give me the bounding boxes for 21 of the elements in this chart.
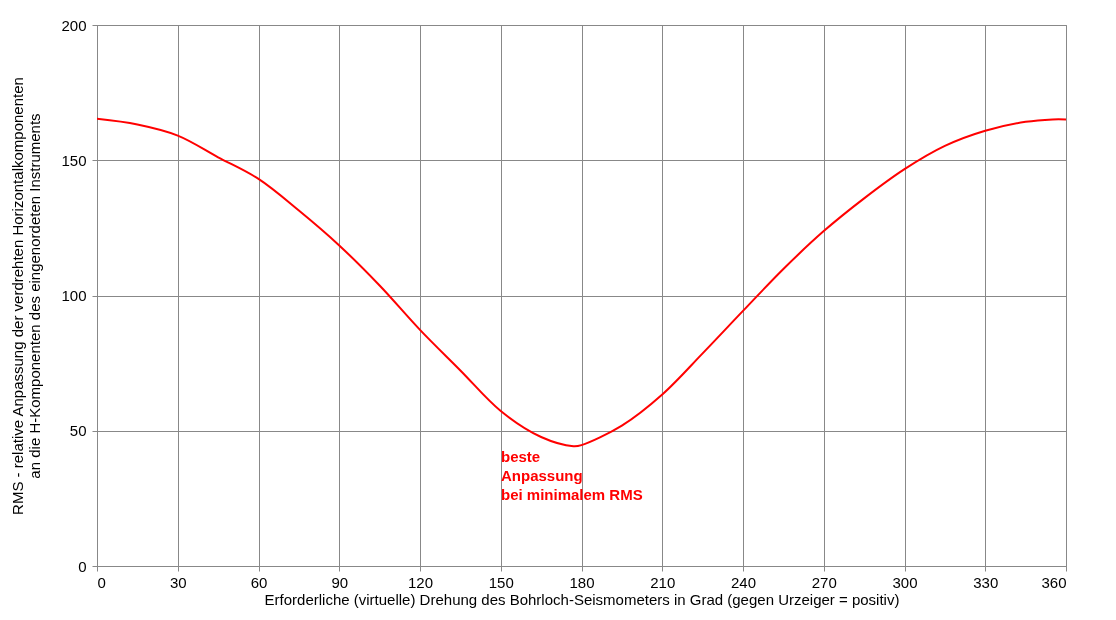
annotation: beste Anpassung bei minimalem RMS (501, 448, 643, 503)
x-tick-label: 240 (730, 573, 757, 591)
x-tick-label: 150 (488, 573, 514, 591)
x-tick-label: 360 (1041, 573, 1067, 591)
x-tick-label: 300 (892, 573, 918, 591)
x-tick-label: 60 (250, 573, 268, 591)
y-axis-title: RMS - relative Anpassung der verdrehten Horizontalkomponenten an die H-Komponenten des eingenordeten Instruments (9, 77, 44, 515)
x-tick-label: 180 (569, 573, 595, 591)
x-tick-label: 0 (97, 573, 106, 591)
x-tick-label: 270 (811, 573, 837, 591)
y-tick-label: 150 (61, 151, 87, 169)
x-axis-title: Erforderliche (virtuelle) Drehung des Bohrloch-Seismometers in Grad (gegen Urzeiger = positiv) (264, 590, 900, 608)
x-tick-label: 210 (650, 573, 676, 591)
y-tick-label: 50 (69, 422, 87, 440)
y-tick-label: 200 (61, 16, 87, 34)
y-tick-label: 100 (61, 287, 87, 304)
y-tick-label: 0 (78, 557, 87, 575)
x-tick-label: 30 (169, 573, 187, 591)
x-tick-label: 90 (331, 573, 349, 591)
x-tick-label: 120 (407, 573, 434, 591)
x-tick-label: 330 (973, 573, 999, 591)
